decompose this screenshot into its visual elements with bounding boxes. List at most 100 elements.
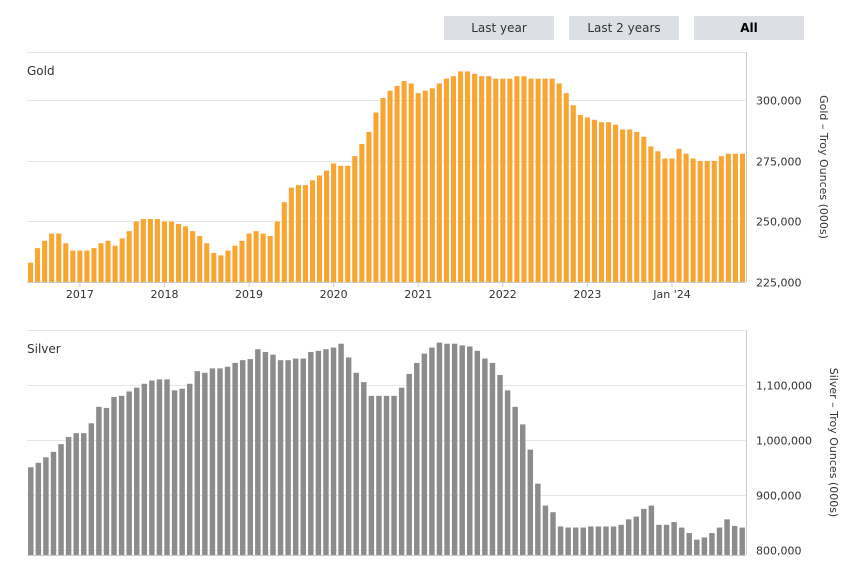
silver-bar xyxy=(285,360,291,555)
gold-bar xyxy=(154,219,160,282)
silver-bar xyxy=(81,433,87,555)
gold-bar xyxy=(521,76,527,283)
gold-panel-title: Gold xyxy=(27,64,55,78)
gold-bar xyxy=(620,129,626,282)
silver-y-tick-label: 1,100,000 xyxy=(756,380,812,393)
gold-y-tick-label: 225,000 xyxy=(756,277,802,290)
gold-bar xyxy=(436,83,442,282)
silver-bar xyxy=(671,522,677,555)
silver-bar xyxy=(232,362,238,555)
gold-bar xyxy=(225,250,231,282)
gold-bar xyxy=(253,231,259,282)
gold-bar xyxy=(232,245,238,282)
gold-bar xyxy=(302,185,308,282)
silver-bar xyxy=(724,519,730,555)
silver-bar xyxy=(73,433,79,555)
silver-bar xyxy=(451,343,458,555)
gold-bar xyxy=(63,243,69,282)
silver-bar xyxy=(300,358,306,555)
silver-bar xyxy=(88,423,95,555)
silver-bar xyxy=(209,368,216,555)
last-2-years-button[interactable]: Last 2 years xyxy=(569,16,679,40)
gold-y-tick-label: 250,000 xyxy=(756,216,802,229)
silver-bar xyxy=(482,358,488,555)
gold-bar xyxy=(70,250,76,282)
gold-bar xyxy=(711,160,717,282)
gold-bar xyxy=(528,78,534,282)
gold-bar xyxy=(486,76,492,283)
gold-bar xyxy=(281,202,287,282)
silver-bar xyxy=(716,527,723,555)
gold-bar xyxy=(408,83,414,282)
silver-bar xyxy=(610,526,617,555)
gold-bar xyxy=(401,81,407,282)
gold-bar xyxy=(42,240,48,282)
silver-bar xyxy=(603,526,609,555)
silver-bar xyxy=(103,407,110,555)
silver-bar xyxy=(224,366,231,555)
gold-bar xyxy=(500,78,506,282)
gold-bar xyxy=(317,175,323,282)
gold-bar xyxy=(77,250,83,282)
gold-bar xyxy=(168,221,175,282)
gold-bar xyxy=(147,219,153,282)
silver-bar xyxy=(731,525,738,555)
gold-y-axis-title: Gold – Troy Ounces (000s) xyxy=(817,95,830,239)
silver-bar xyxy=(338,343,344,555)
gold-bar xyxy=(56,233,62,282)
silver-bar xyxy=(588,526,594,555)
gold-bar xyxy=(267,236,273,282)
gold-bar xyxy=(627,129,633,282)
silver-bar xyxy=(58,444,64,555)
silver-bar xyxy=(686,533,692,555)
gold-bar xyxy=(429,88,435,282)
gold-bar xyxy=(246,233,252,282)
gold-y-tick-label: 275,000 xyxy=(756,156,802,169)
silver-bar xyxy=(330,347,337,555)
all-button[interactable]: All xyxy=(694,16,804,40)
gold-bar xyxy=(634,131,640,282)
gold-x-tick-label: 2017 xyxy=(66,288,94,301)
silver-panel-title: Silver xyxy=(27,342,61,356)
gold-bar xyxy=(309,180,316,282)
silver-bar xyxy=(520,424,526,555)
silver-bar xyxy=(118,395,125,555)
silver-bar xyxy=(35,462,42,555)
silver-bar xyxy=(444,343,450,555)
silver-bar xyxy=(414,362,420,555)
silver-bar xyxy=(368,395,375,555)
gold-bar xyxy=(472,73,478,282)
gold-bar xyxy=(683,153,689,282)
gold-bar xyxy=(197,236,203,282)
gold-bar xyxy=(465,71,471,283)
silver-bar xyxy=(262,351,269,555)
silver-bar xyxy=(663,524,670,555)
silver-y-tick-label: 1,000,000 xyxy=(756,435,812,448)
silver-bar xyxy=(194,371,201,555)
silver-bar xyxy=(550,512,556,555)
gold-bar xyxy=(606,122,612,283)
silver-bar xyxy=(527,449,534,555)
silver-bar xyxy=(489,362,496,555)
gold-bar xyxy=(415,93,421,282)
gold-bar xyxy=(140,219,146,282)
silver-bar xyxy=(376,395,382,555)
gold-bar xyxy=(704,160,710,282)
gold-bar xyxy=(176,223,182,282)
gold-bar xyxy=(239,240,245,282)
gold-bar xyxy=(133,221,139,282)
silver-y-tick-label: 900,000 xyxy=(756,490,802,503)
silver-bar xyxy=(618,524,624,555)
gold-x-tick-label: 2022 xyxy=(489,288,517,301)
range-selector: Last year Last 2 years All xyxy=(444,16,804,40)
last-year-button[interactable]: Last year xyxy=(444,16,554,40)
silver-bar xyxy=(43,457,49,555)
gold-bar xyxy=(732,153,738,282)
silver-bar xyxy=(580,527,586,555)
gold-bar xyxy=(204,243,210,282)
silver-bar xyxy=(134,387,140,555)
silver-bar xyxy=(572,527,579,555)
silver-bar xyxy=(270,354,276,555)
gold-x-tick-label: 2019 xyxy=(235,288,263,301)
gold-bar xyxy=(274,221,280,282)
